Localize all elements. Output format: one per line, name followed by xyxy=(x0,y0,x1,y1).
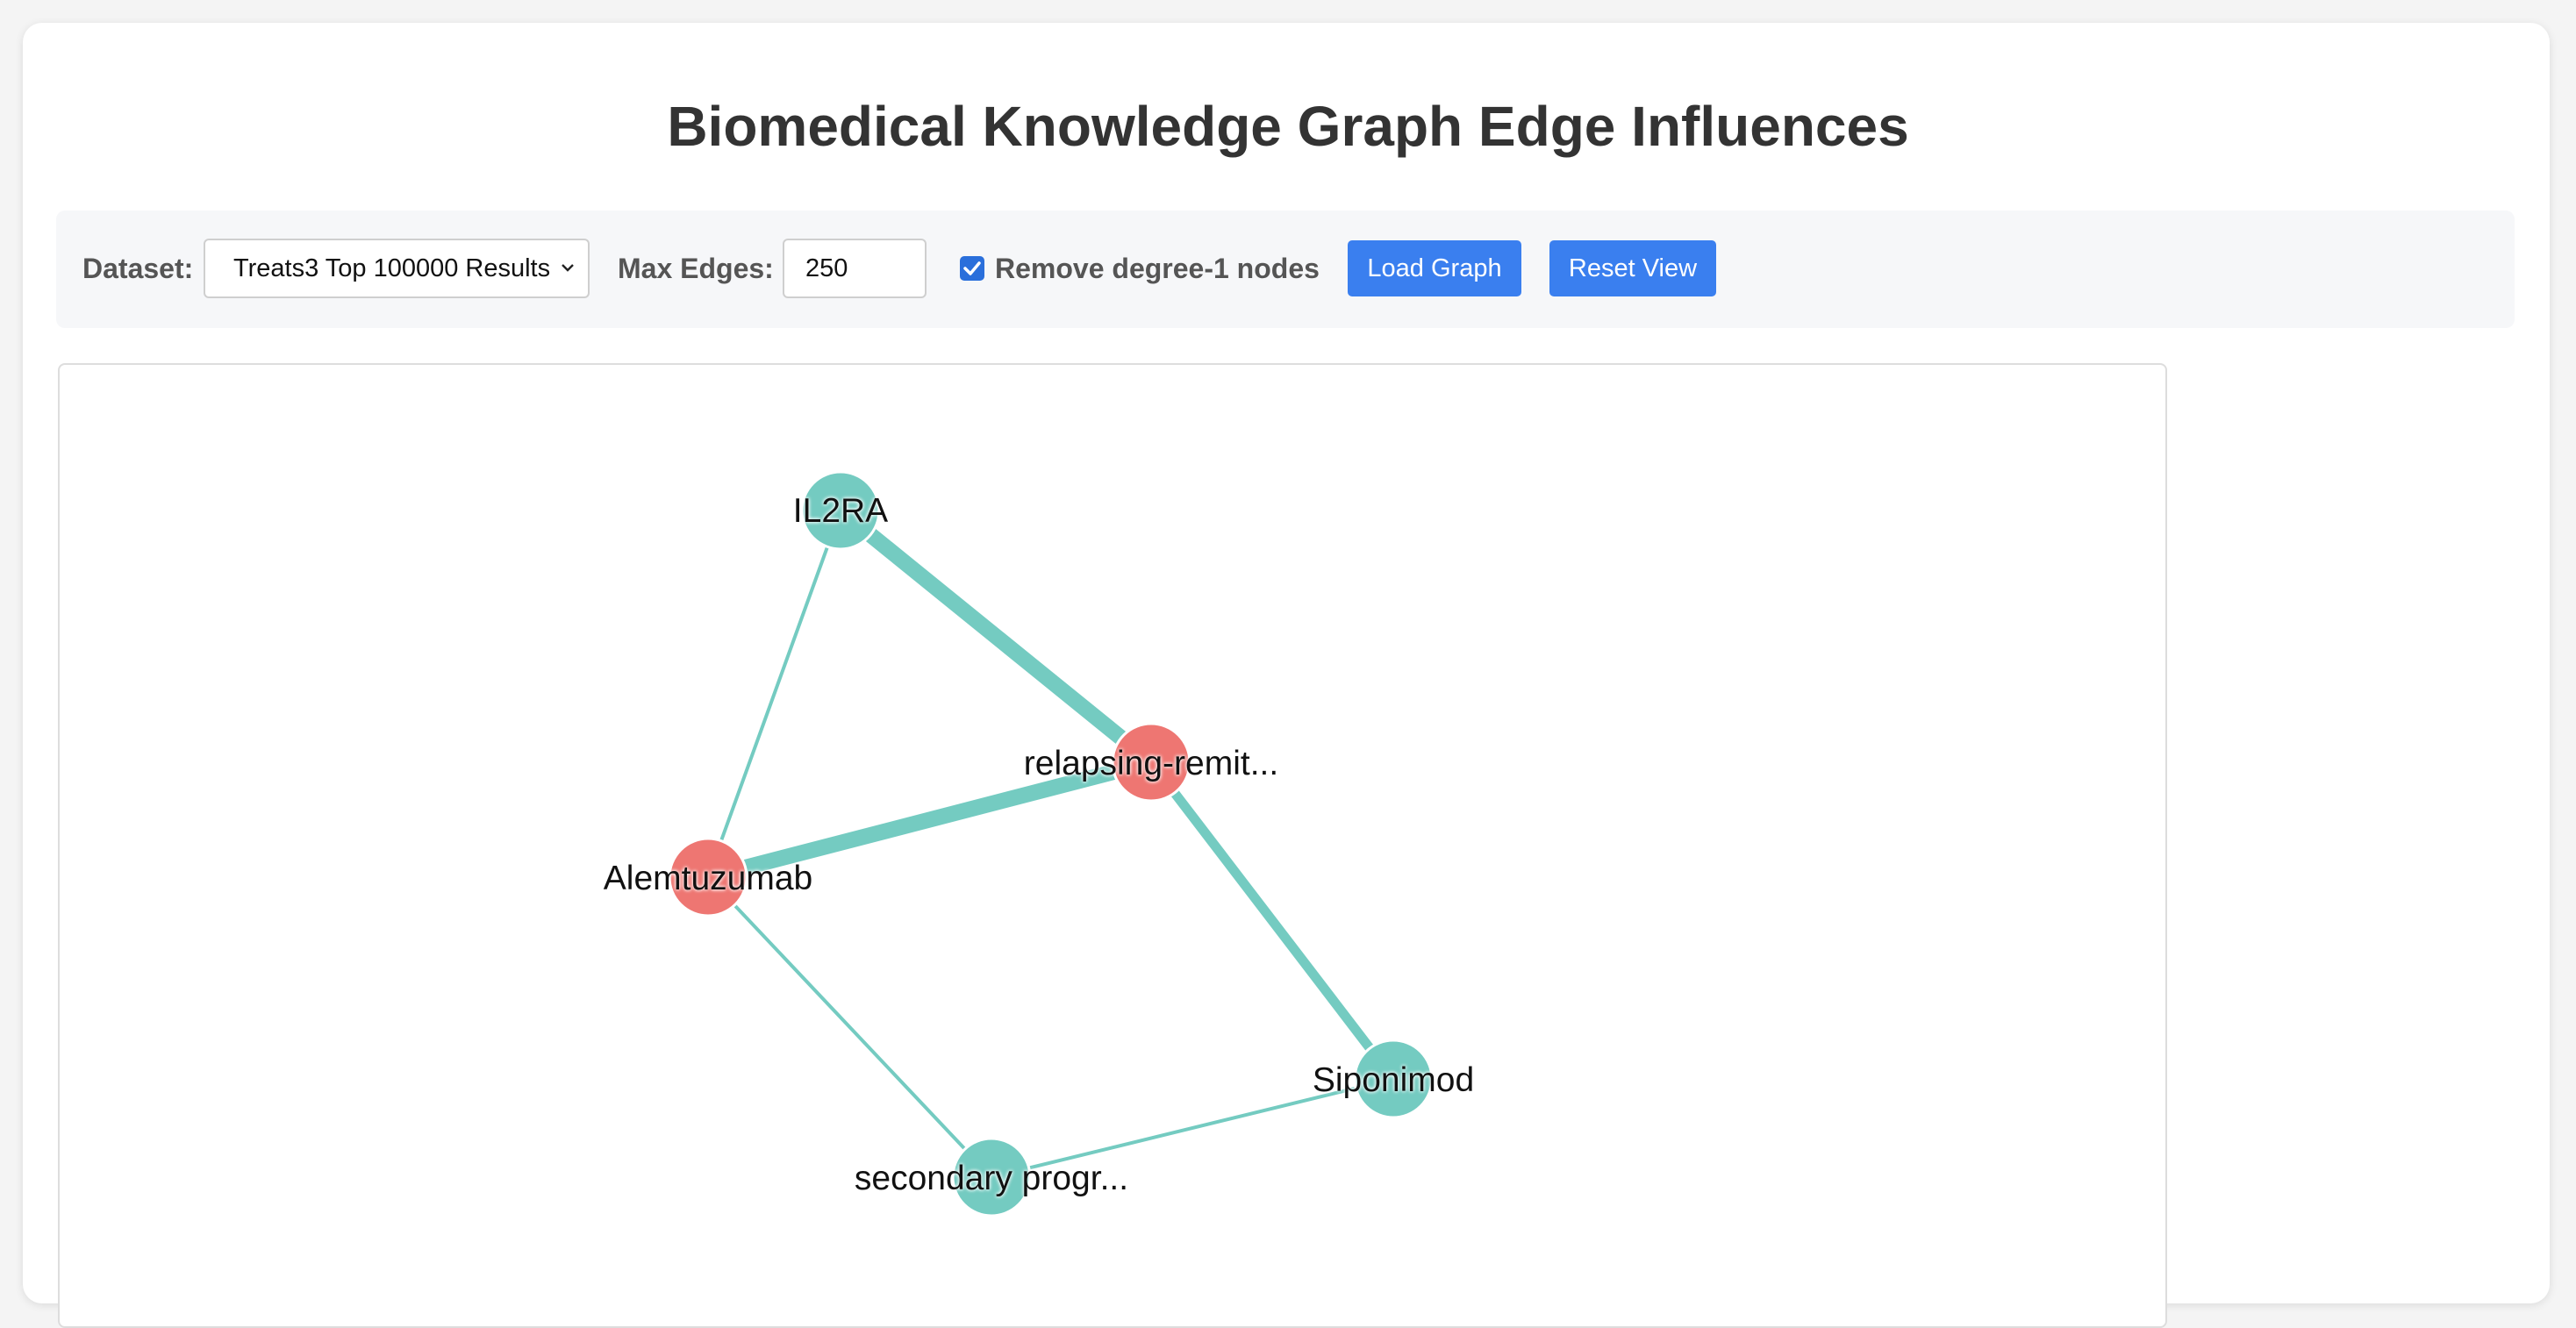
remove-degree1-checkbox[interactable] xyxy=(960,256,984,281)
remove-degree1-label: Remove degree-1 nodes xyxy=(995,253,1320,284)
graph-edge-il2ra-rrms[interactable] xyxy=(835,504,1156,768)
graph-node-label-il2ra: IL2RA xyxy=(792,492,889,530)
graph-node-alemtuzumab[interactable] xyxy=(668,837,748,917)
graph-edge-rrms-siponimod[interactable] xyxy=(1147,759,1398,1082)
graph-node-siponimod[interactable] xyxy=(1353,1039,1434,1119)
max-edges-input[interactable]: 250 xyxy=(783,239,927,298)
graph-edge-spms-siponimod[interactable] xyxy=(991,1077,1394,1179)
max-edges-label: Max Edges: xyxy=(618,253,774,284)
dataset-selected-value: Treats3 Top 100000 Results xyxy=(233,254,551,282)
graph-canvas[interactable] xyxy=(0,0,2576,1293)
load-graph-button[interactable]: Load Graph xyxy=(1348,240,1521,296)
graph-node-label-rrms: relapsing-remit... xyxy=(1023,745,1279,782)
checkmark-icon xyxy=(963,261,981,275)
reset-view-button[interactable]: Reset View xyxy=(1549,240,1716,296)
graph-node-label-spms: secondary progr... xyxy=(854,1160,1129,1197)
graph-node-rrms[interactable] xyxy=(1111,722,1191,803)
page-title: Biomedical Knowledge Graph Edge Influenc… xyxy=(667,95,1909,158)
graph-panel[interactable] xyxy=(58,363,2167,1328)
graph-edge-alemtuzumab-spms[interactable] xyxy=(706,875,993,1179)
dataset-label: Dataset: xyxy=(82,253,194,284)
graph-node-il2ra[interactable] xyxy=(800,470,881,551)
chevron-down-icon xyxy=(562,264,574,272)
graph-node-label-siponimod: Siponimod xyxy=(1312,1061,1475,1099)
graph-node-spms[interactable] xyxy=(951,1137,1032,1217)
controls-bar: Dataset: Treats3 Top 100000 Results Max … xyxy=(56,211,2515,328)
graph-edge-alemtuzumab-rrms[interactable] xyxy=(705,754,1154,885)
dataset-select[interactable]: Treats3 Top 100000 Results xyxy=(204,239,590,298)
graph-edge-il2ra-alemtuzumab[interactable] xyxy=(706,510,842,878)
graph-node-label-alemtuzumab: Alemtuzumab xyxy=(603,860,813,897)
